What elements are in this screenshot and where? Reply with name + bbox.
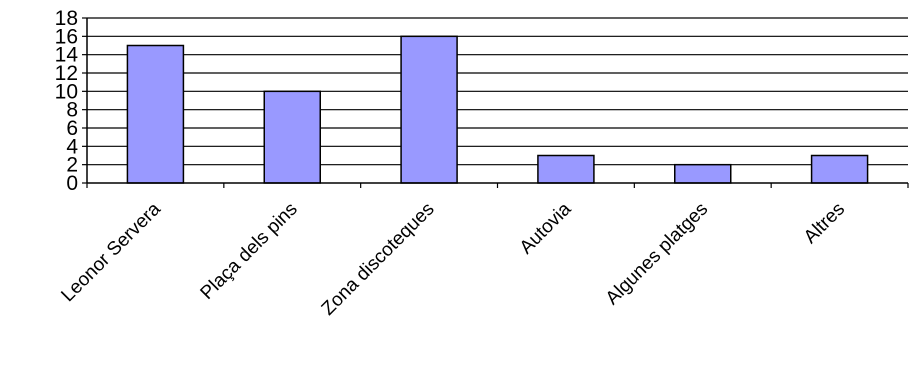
y-tick-label: 6 <box>66 117 78 140</box>
y-tick-label: 8 <box>66 99 78 122</box>
y-tick-label: 18 <box>55 7 78 30</box>
bar <box>537 154 595 184</box>
bars <box>126 35 869 184</box>
category-label: Leonor Servera <box>57 198 165 306</box>
gridlines <box>87 17 908 166</box>
bar <box>400 35 458 184</box>
y-tick-label: 2 <box>66 154 78 177</box>
axes <box>82 17 909 188</box>
category-label: Plaça dels pins <box>197 199 302 304</box>
category-labels: Leonor Servera Plaça dels pins Zona discot… <box>57 198 849 319</box>
y-tick-label: 0 <box>66 172 78 195</box>
bar <box>674 163 732 184</box>
category-label: Autovia <box>516 198 576 258</box>
bar <box>126 44 185 184</box>
category-label: Zona discoteques <box>318 199 439 320</box>
y-tick-label: 16 <box>55 25 78 48</box>
y-tick-label: 10 <box>55 80 78 103</box>
y-tick-label: 12 <box>55 62 78 85</box>
bar <box>263 90 321 184</box>
bar <box>810 154 869 184</box>
y-tick-label: 14 <box>55 44 79 67</box>
category-label: Altres <box>800 199 849 248</box>
category-label: Algunes platges <box>602 199 712 309</box>
y-tick-label: 4 <box>66 135 78 158</box>
